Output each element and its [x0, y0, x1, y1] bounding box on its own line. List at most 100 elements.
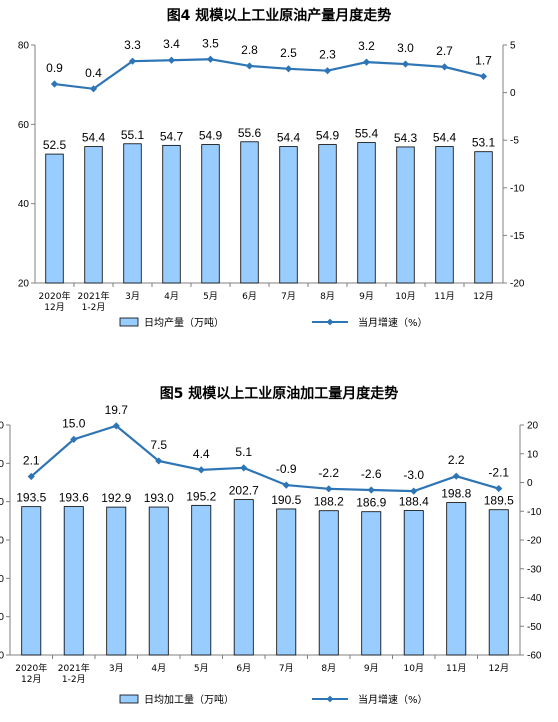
line-data-label: 3.4	[163, 37, 180, 51]
left-tick-label: 80	[18, 41, 30, 52]
category-label: 9月	[359, 291, 374, 302]
category-label: 12月	[473, 291, 493, 302]
legend-line-marker	[326, 695, 334, 703]
left-tick-label: 60	[18, 120, 30, 131]
category-label: 10月	[404, 663, 424, 674]
line-data-label: 3.5	[202, 36, 219, 50]
right-tick-label: -20	[527, 536, 542, 547]
bar-data-label: 192.9	[101, 491, 131, 505]
bar	[318, 144, 337, 284]
line-data-label: -3.0	[403, 468, 424, 482]
line-point	[112, 422, 120, 430]
line-data-label: 3.2	[358, 39, 375, 53]
category-label: 2021年 1-2月	[78, 290, 110, 313]
category-label: 12月	[489, 663, 509, 674]
legend-bar-swatch	[119, 694, 139, 704]
category-label: 8月	[321, 663, 336, 674]
chart-title: 图4 规模以上工业原油产量月度走势	[167, 7, 392, 24]
bar-data-label: 54.4	[82, 131, 106, 145]
category-label: 11月	[434, 291, 454, 302]
line-point	[367, 486, 375, 494]
right-tick-label: -40	[527, 593, 542, 604]
bar	[435, 146, 454, 284]
line-data-label: 3.3	[124, 38, 141, 52]
growth-line	[54, 58, 484, 90]
line-point	[282, 481, 290, 489]
line-point	[167, 56, 176, 64]
line-data-label: 5.1	[235, 445, 252, 459]
bar-data-label: 54.3	[394, 131, 418, 145]
bar-data-label: 55.1	[121, 128, 145, 142]
bar-data-label: 193.0	[144, 491, 174, 505]
bar	[357, 142, 376, 284]
bar-data-label: 54.9	[316, 129, 340, 143]
bar	[396, 146, 415, 284]
bar	[63, 506, 84, 656]
bar	[240, 141, 259, 284]
bar-data-label: 186.9	[356, 496, 386, 510]
bar-data-label: 193.5	[16, 491, 46, 505]
line-point	[240, 464, 248, 472]
category-label: 4月	[151, 663, 166, 674]
line-data-label: 0.4	[85, 66, 102, 80]
line-point	[89, 85, 98, 93]
bar-data-label: 190.5	[271, 493, 301, 507]
line-point	[440, 63, 449, 71]
line-data-label: -2.2	[318, 466, 339, 480]
line-data-label: -2.6	[361, 467, 382, 481]
bar-data-label: 55.6	[238, 126, 262, 140]
legend-line-marker	[326, 318, 334, 326]
right-tick-label: 0	[527, 478, 533, 489]
line-data-label: 2.8	[241, 43, 258, 57]
category-label: 8月	[320, 291, 335, 302]
line-point	[325, 485, 333, 493]
chart-title: 图5 规模以上工业原油加工量月度走势	[160, 385, 399, 402]
line-data-label: 19.7	[105, 403, 129, 417]
left-tick-label: 100	[0, 574, 4, 585]
line-point	[245, 62, 254, 70]
chart-production: 图4 规模以上工业原油产量月度走势 20 40 60 80 -20 -15 -10 -5 0 5 52…	[18, 7, 525, 329]
legend: 日均产量（万吨） 当月增速（%）	[119, 316, 428, 329]
bar	[279, 146, 298, 284]
category-label: 10月	[395, 291, 415, 302]
bar	[488, 509, 509, 656]
bar	[162, 144, 181, 284]
category-label: 3月	[109, 663, 124, 674]
legend-line-label: 当月增速（%）	[358, 316, 428, 329]
category-label: 6月	[242, 291, 257, 302]
bar-data-label: 54.4	[433, 131, 457, 145]
category-label: 7月	[281, 291, 296, 302]
right-tick-label: -20	[510, 279, 525, 290]
left-tick-label: 250	[0, 459, 4, 470]
bar-data-label: 54.7	[160, 129, 184, 143]
right-tick-label: 20	[527, 421, 539, 432]
bar	[191, 504, 212, 656]
left-tick-label: 150	[0, 536, 4, 547]
legend-line-label: 当月增速（%）	[358, 693, 428, 706]
bar-data-label: 202.7	[229, 484, 259, 498]
bar-data-label: 53.1	[472, 136, 496, 150]
right-tick-label: 10	[527, 449, 539, 460]
legend-bar-label: 日均产量（万吨）	[144, 316, 224, 329]
right-tick-label: -15	[510, 231, 525, 242]
bar	[318, 510, 339, 656]
bar	[446, 502, 467, 656]
bar-data-label: 188.4	[399, 495, 429, 509]
line-point	[27, 472, 35, 481]
bar-data-label: 198.8	[441, 487, 471, 501]
bar	[84, 146, 103, 284]
line-point	[410, 487, 418, 495]
line-point	[128, 57, 137, 65]
right-tick-label: -50	[527, 622, 542, 633]
line-data-label: 7.5	[150, 438, 167, 452]
bar-data-label: 188.2	[314, 495, 344, 509]
bar-data-label: 52.5	[43, 138, 67, 152]
right-tick-label: -60	[527, 651, 542, 662]
line-point	[206, 55, 215, 63]
category-label: 11月	[446, 663, 466, 674]
line-point	[50, 80, 59, 88]
bar-data-label: 54.4	[277, 131, 301, 145]
line-point	[70, 435, 78, 443]
bar	[148, 506, 169, 656]
